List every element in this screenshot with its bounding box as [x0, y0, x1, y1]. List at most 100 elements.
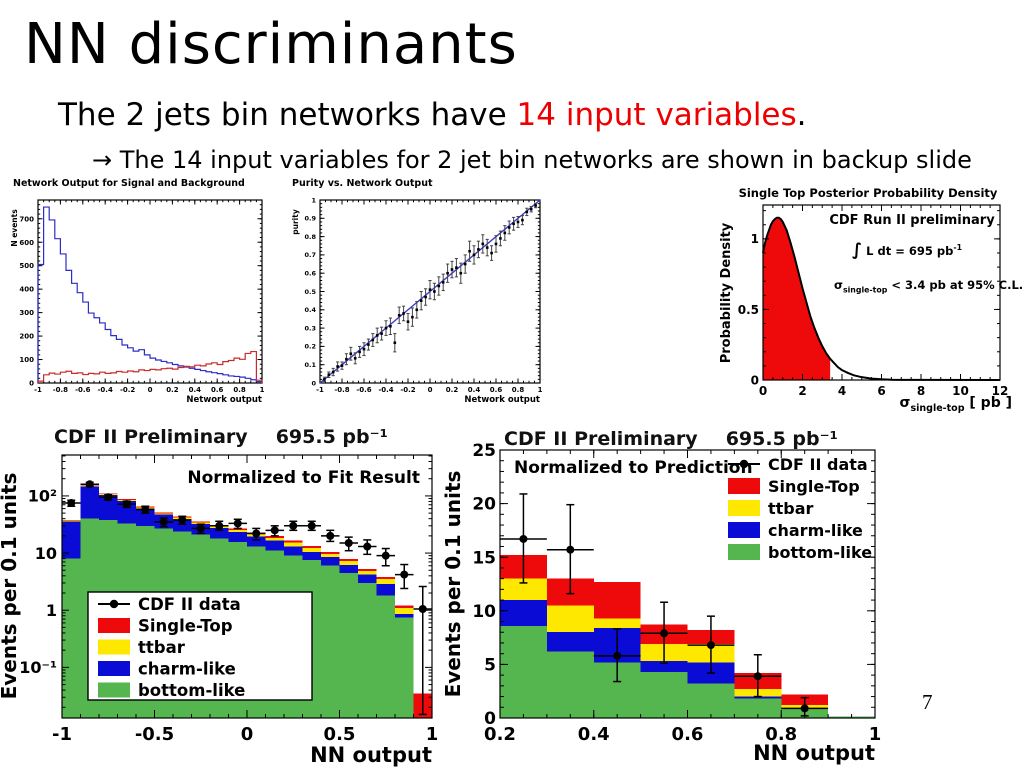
- svg-text:Events per 0.1 units: Events per 0.1 units: [0, 473, 21, 700]
- svg-text:0: 0: [751, 373, 759, 387]
- svg-text:0.8: 0.8: [233, 386, 246, 394]
- svg-text:1: 1: [538, 386, 543, 394]
- fit-chart-svg: -1 -0.5 0 0.5 1 10² 10 1 10⁻¹ CDF II data Single-T…: [0, 454, 439, 767]
- svg-text:0: 0: [484, 709, 496, 729]
- svg-text:ttbar: ttbar: [138, 638, 186, 657]
- intro-prefix: The 2 jets bin networks have: [58, 97, 517, 133]
- sub-line: → The 14 input variables for 2 jet bin n…: [92, 146, 972, 174]
- fit-chart-experiment-label: CDF II Preliminary: [54, 426, 248, 448]
- svg-text:25: 25: [472, 441, 496, 461]
- svg-text:4: 4: [838, 384, 846, 398]
- svg-text:0.6: 0.6: [211, 386, 224, 394]
- svg-text:0.1: 0.1: [304, 361, 316, 369]
- svg-text:0.8: 0.8: [512, 386, 525, 394]
- svg-text:20: 20: [472, 495, 496, 515]
- svg-text:0.5: 0.5: [738, 303, 759, 317]
- svg-text:ttbar: ttbar: [768, 499, 814, 518]
- fit-chart-luminosity: 695.5 pb⁻¹: [275, 426, 388, 448]
- svg-text:charm-like: charm-like: [768, 521, 863, 540]
- svg-text:10: 10: [35, 544, 57, 563]
- prediction-chart-header: CDF II Preliminary 695.5 pb⁻¹: [504, 428, 838, 450]
- svg-text:0.3: 0.3: [304, 324, 316, 332]
- svg-text:0: 0: [29, 380, 34, 388]
- svg-text:5: 5: [484, 656, 496, 676]
- svg-text:Probability Density: Probability Density: [719, 222, 734, 363]
- svg-text:-1: -1: [34, 386, 42, 394]
- prediction-chart-luminosity: 695.5 pb⁻¹: [725, 428, 838, 450]
- svg-text:0.8: 0.8: [304, 233, 316, 241]
- svg-text:1: 1: [869, 724, 882, 745]
- nn-output-fit-chart: CDF II Preliminary 695.5 pb⁻¹ Normalized …: [0, 418, 456, 768]
- svg-text:1: 1: [46, 601, 57, 620]
- svg-text:1: 1: [426, 724, 439, 745]
- svg-text:0.4: 0.4: [189, 386, 202, 394]
- svg-text:12: 12: [992, 384, 1009, 398]
- svg-text:bottom-like: bottom-like: [138, 681, 245, 700]
- svg-text:700: 700: [19, 215, 34, 223]
- svg-text:0.4: 0.4: [578, 724, 610, 745]
- svg-text:bottom-like: bottom-like: [768, 543, 872, 562]
- slide-title: NN discriminants: [24, 12, 518, 77]
- prediction-chart-annotation: Normalized to Prediction: [514, 458, 753, 478]
- network-output-chart-title: Network Output for Signal and Background: [13, 178, 245, 189]
- purity-chart-svg: -1 -0.8 -0.6 -0.4 -0.2 0 0.2 0.4 0.6 0.8 1 0 0.1 0.2 0…: [291, 196, 543, 405]
- page-number: 7: [922, 690, 933, 714]
- svg-text:∫ L dt = 695 pb-1: ∫ L dt = 695 pb-1: [852, 240, 962, 259]
- svg-text:6: 6: [877, 384, 885, 398]
- svg-text:10²: 10²: [28, 487, 57, 506]
- svg-text:-1: -1: [316, 386, 324, 394]
- purity-chart: Purity vs. Network Output -1 -0.8 -0.6 -0.4…: [283, 176, 545, 408]
- svg-text:Network output: Network output: [186, 395, 262, 405]
- svg-text:-0.4: -0.4: [378, 386, 393, 394]
- svg-text:0.5: 0.5: [304, 288, 316, 296]
- svg-text:0.2: 0.2: [166, 386, 179, 394]
- fit-chart-header: CDF II Preliminary 695.5 pb⁻¹: [54, 426, 388, 448]
- svg-text:10: 10: [952, 384, 969, 398]
- svg-text:Events per 0.1 units: Events per 0.1 units: [441, 471, 465, 698]
- posterior-chart-svg: 0 2 4 6 8 10 12 0 0.5 1 Probability Density σsingle…: [719, 204, 1023, 414]
- svg-text:-0.2: -0.2: [120, 386, 135, 394]
- svg-text:σsingle-top [ pb ]: σsingle-top [ pb ]: [900, 395, 1012, 414]
- svg-text:500: 500: [19, 262, 34, 270]
- purity-chart-title: Purity vs. Network Output: [292, 178, 433, 189]
- intro-highlight: 14 input variables: [516, 97, 797, 133]
- svg-text:Single-Top: Single-Top: [138, 616, 233, 635]
- svg-text:600: 600: [19, 239, 34, 247]
- svg-text:10⁻¹: 10⁻¹: [19, 658, 57, 677]
- svg-text:0: 0: [428, 386, 433, 394]
- nn-output-prediction-chart: CDF II Preliminary 695.5 pb⁻¹ Normalized …: [440, 420, 910, 768]
- svg-text:N events: N events: [10, 209, 19, 247]
- svg-text:purity: purity: [291, 209, 300, 235]
- posterior-chart-title: Single Top Posterior Probability Density: [738, 186, 998, 200]
- svg-text:0.9: 0.9: [304, 215, 316, 223]
- svg-text:1: 1: [751, 232, 759, 246]
- svg-text:-0.8: -0.8: [53, 386, 68, 394]
- svg-text:-0.5: -0.5: [135, 724, 174, 745]
- svg-text:CDF Run II preliminary: CDF Run II preliminary: [829, 213, 995, 228]
- svg-text:100: 100: [19, 356, 34, 364]
- svg-text:8: 8: [917, 384, 925, 398]
- svg-text:0.2: 0.2: [484, 724, 516, 745]
- svg-text:0: 0: [148, 386, 153, 394]
- svg-text:-0.4: -0.4: [98, 386, 113, 394]
- svg-text:0.6: 0.6: [490, 386, 503, 394]
- svg-text:1: 1: [311, 196, 316, 204]
- svg-text:15: 15: [472, 548, 496, 568]
- svg-text:-0.8: -0.8: [334, 386, 349, 394]
- intro-suffix: .: [796, 97, 807, 133]
- svg-text:charm-like: charm-like: [138, 659, 236, 678]
- svg-text:CDF II data: CDF II data: [768, 455, 868, 474]
- svg-text:10: 10: [472, 602, 496, 622]
- svg-text:Network output: Network output: [464, 395, 540, 405]
- posterior-density-chart: Single Top Posterior Probability Density…: [712, 183, 1024, 418]
- svg-text:0: 0: [311, 379, 316, 387]
- svg-text:0: 0: [759, 384, 767, 398]
- svg-text:1: 1: [260, 386, 265, 394]
- svg-text:2: 2: [798, 384, 806, 398]
- prediction-chart-experiment-label: CDF II Preliminary: [504, 428, 698, 450]
- svg-text:0: 0: [241, 724, 254, 745]
- svg-text:200: 200: [19, 333, 34, 341]
- network-output-chart-svg: -1 -0.8 -0.6 -0.4 -0.2 0 0.2 0.4 0.6 0.8 1 0 100 200 3…: [10, 199, 265, 405]
- svg-text:-0.6: -0.6: [75, 386, 90, 394]
